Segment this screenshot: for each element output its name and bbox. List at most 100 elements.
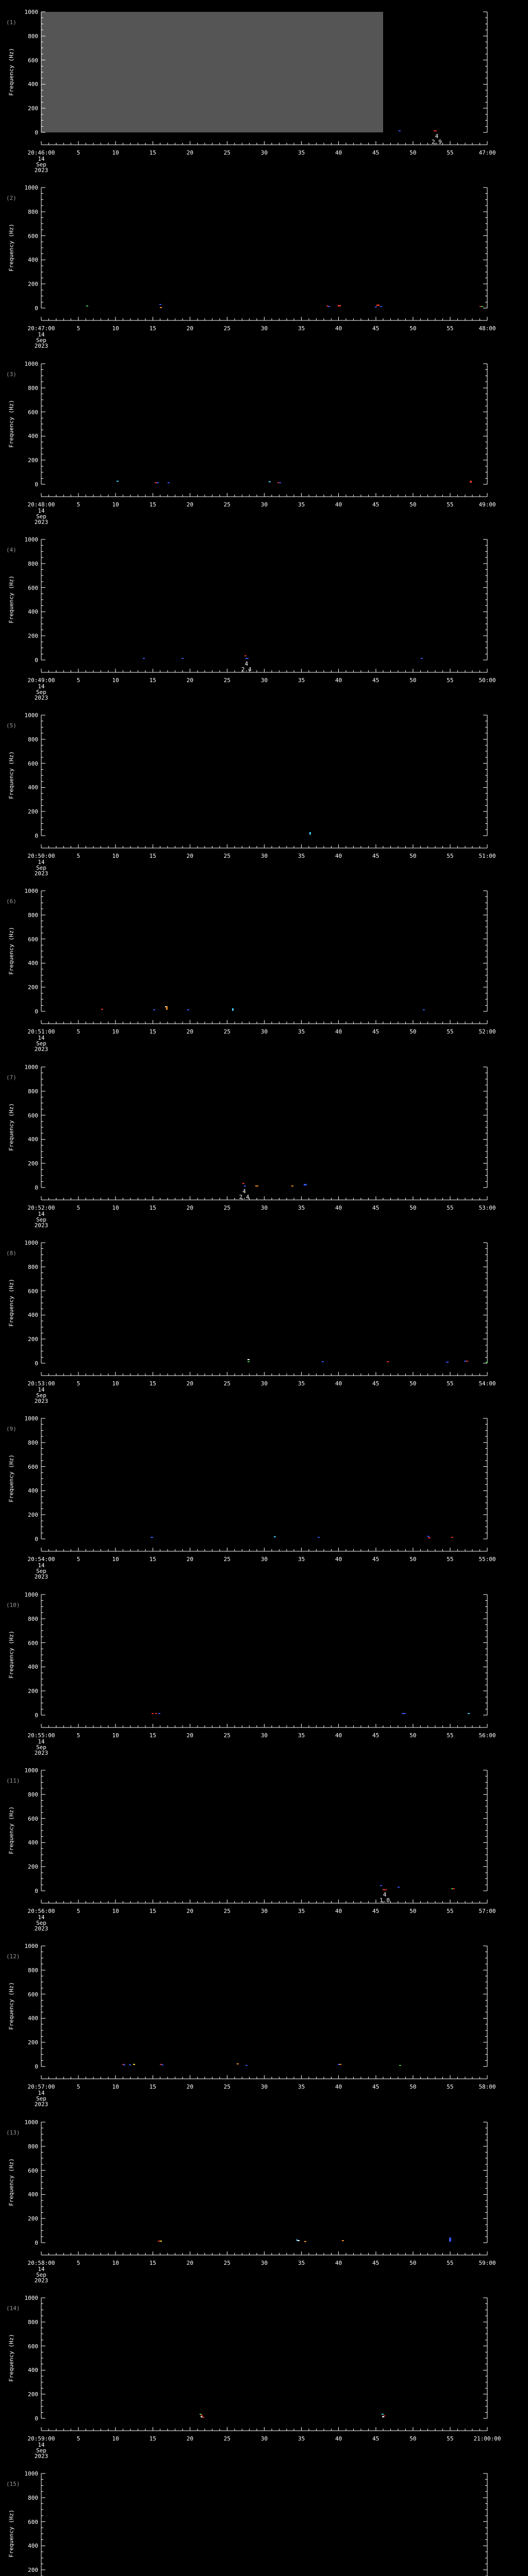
x-tick-label: 55: [447, 2083, 454, 2090]
x-tick-label: 15: [149, 1028, 156, 1035]
spectrogram-panel: (10) Frequency (Hz) 0 200 400 600 800 1000 20:55…: [0, 1583, 528, 1758]
y-tick-label: 0: [35, 1888, 38, 1894]
event-speck: [317, 1537, 320, 1538]
y-tick-label: 1000: [24, 2119, 39, 2126]
y-tick-label: 200: [28, 105, 38, 112]
event-speck: [428, 1537, 431, 1539]
date-line: 2023: [34, 1573, 48, 1580]
spectrogram-panel: (2) Frequency (Hz) 0 200 400 600 800 1000 20:47:…: [0, 176, 528, 351]
date-line: 2023: [34, 1398, 48, 1404]
x-tick-label: 45: [372, 2260, 380, 2266]
date-line: 2023: [34, 2101, 48, 2108]
event-speck: [142, 657, 145, 659]
y-tick-label: 1000: [24, 1591, 39, 1598]
spectrogram-panel: (8) Frequency (Hz) 0 200 400 600 800 1000 20:53:…: [0, 1231, 528, 1406]
x-tick-label: 25: [223, 1380, 231, 1387]
panel-number-label: (5): [6, 722, 16, 729]
x-end-time-label: 54:00: [478, 1380, 496, 1387]
x-tick-label: 55: [447, 1205, 454, 1211]
spectrogram-panel: (6) Frequency (Hz) 0 200 400 600 800 1000 20:51:…: [0, 879, 528, 1055]
event-speck: [86, 305, 89, 307]
axes-svg: [41, 2297, 488, 2431]
event-speck: [153, 1009, 156, 1010]
x-tick-label: 45: [372, 1908, 380, 1914]
event-speck: [380, 1885, 382, 1887]
date-line: 14: [38, 1738, 45, 1745]
y-tick-label: 0: [35, 1360, 38, 1367]
event-speck: [434, 130, 437, 131]
axes-svg: [41, 539, 488, 673]
event-speck: [423, 1009, 425, 1011]
axis-lines: [41, 1066, 488, 1200]
x-tick-label: 35: [298, 501, 305, 508]
x-tick-label: 55: [447, 1908, 454, 1914]
y-tick-label: 0: [35, 657, 38, 664]
event-speck: [381, 2414, 384, 2415]
x-tick-label: 10: [112, 325, 119, 332]
y-tick-label: 600: [28, 1287, 38, 1295]
y-tick-label: 600: [28, 1815, 38, 1822]
spectrogram-panel: (1) Frequency (Hz) 0 200 400 600 800 1000 20:46:…: [0, 0, 528, 176]
panel-number-label: (10): [6, 1602, 20, 1608]
y-tick-label: 1000: [24, 1064, 39, 1071]
event-speck: [376, 304, 380, 307]
x-tick-label: 35: [298, 1908, 305, 1914]
y-tick-label: 800: [28, 384, 38, 392]
event-speck: [342, 2240, 344, 2242]
y-tick-label: 800: [28, 1088, 38, 1095]
y-tick-label: 400: [28, 433, 38, 440]
event-speck: [242, 1183, 245, 1184]
event-speck: [326, 306, 329, 307]
y-tick-label: 600: [28, 936, 38, 943]
annotation-count: 4: [244, 660, 249, 667]
date-line: 14: [38, 331, 45, 338]
x-tick-label: 40: [335, 853, 342, 859]
axis-lines: [41, 187, 488, 321]
axes-svg: [41, 187, 488, 321]
y-tick-label: 600: [28, 2167, 38, 2174]
x-tick-label: 5: [76, 149, 80, 156]
x-tick-label: 5: [76, 2083, 80, 2090]
x-tick-label: 5: [76, 1205, 80, 1211]
x-start-time-label: 20:49:00: [27, 677, 55, 684]
axis-lines: [41, 1418, 488, 1552]
event-speck: [244, 1185, 246, 1187]
y-tick-label: 1000: [24, 1943, 39, 1950]
x-tick-label: 25: [223, 677, 231, 684]
x-tick-label: 55: [447, 1732, 454, 1739]
axes-svg: [41, 2122, 488, 2256]
date-line: 14: [38, 507, 45, 514]
x-start-time-label: 20:58:00: [27, 2260, 55, 2266]
x-tick-label: 50: [409, 853, 417, 859]
x-tick-label: 40: [335, 1380, 342, 1387]
x-tick-label: 5: [76, 1732, 80, 1739]
x-tick-label: 40: [335, 2435, 342, 2442]
panel-number-label: (3): [6, 371, 16, 378]
axes-svg: [41, 363, 488, 497]
spectrogram-panel: (4) Frequency (Hz) 0 200 400 600 800 1000 20:49:…: [0, 528, 528, 703]
x-tick-label: 15: [149, 1908, 156, 1914]
panel-number-label: (2): [6, 195, 16, 201]
y-tick-label: 600: [28, 1112, 38, 1119]
axis-lines: [41, 11, 488, 145]
date-line: Sep: [36, 2095, 46, 2102]
event-speck: [152, 1713, 154, 1715]
x-tick-label: 20: [186, 853, 193, 859]
annotation-value: 1.0: [380, 1897, 390, 1904]
axes-svg: [41, 1594, 488, 1728]
date-line: Sep: [36, 865, 46, 871]
x-tick-label: 45: [372, 501, 380, 508]
x-end-time-label: 59:00: [478, 2260, 496, 2266]
x-tick-label: 15: [149, 677, 156, 684]
x-tick-label: 30: [260, 2083, 268, 2090]
x-tick-label: 15: [149, 325, 156, 332]
event-speck: [297, 2240, 300, 2241]
y-tick-label: 200: [28, 2567, 38, 2574]
event-speck: [427, 1536, 430, 1537]
y-tick-label: 1000: [24, 2295, 39, 2301]
x-tick-label: 40: [335, 2083, 342, 2090]
annotation-value: 2.4: [239, 1194, 250, 1200]
x-tick-label: 5: [76, 1556, 80, 1563]
x-tick-label: 5: [76, 853, 80, 859]
